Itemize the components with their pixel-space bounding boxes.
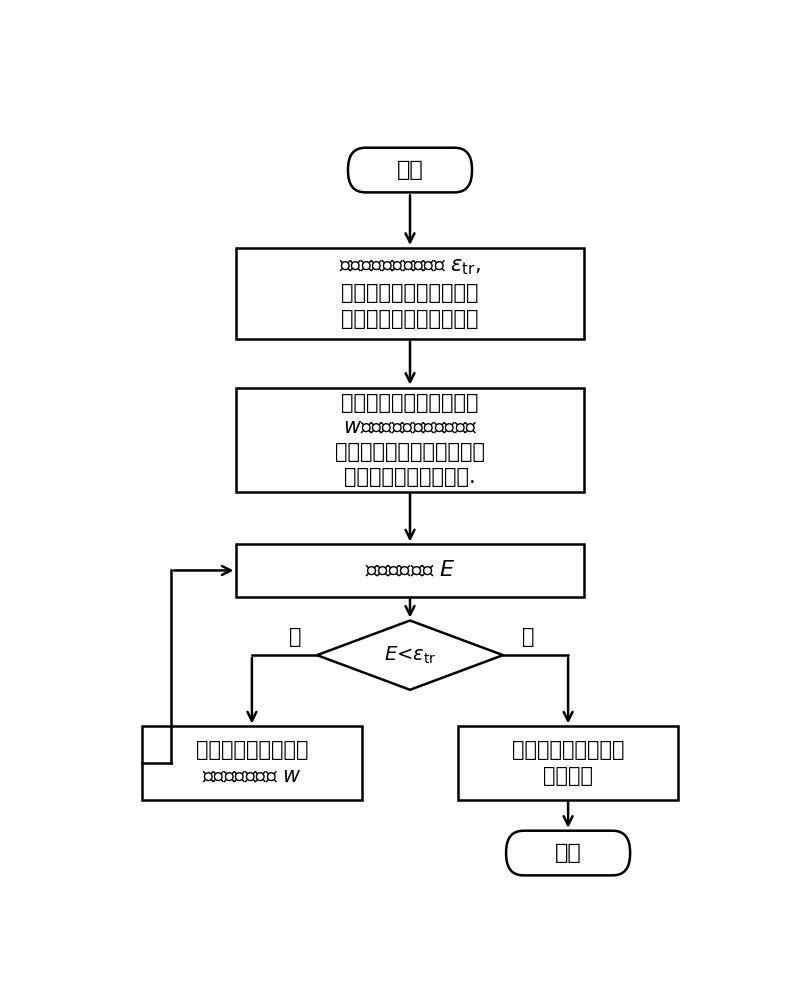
Text: 计算训练误差 $E$: 计算训练误差 $E$ xyxy=(365,560,455,580)
FancyBboxPatch shape xyxy=(506,831,630,875)
Text: 选择粗模型结构并基于测: 选择粗模型结构并基于测 xyxy=(342,283,478,303)
Text: 射神经网络权重 $w$: 射神经网络权重 $w$ xyxy=(202,766,302,786)
Text: 采用测试数据验证模: 采用测试数据验证模 xyxy=(512,740,624,760)
Text: 开始: 开始 xyxy=(397,160,423,180)
Text: 结束: 结束 xyxy=(554,843,582,863)
FancyBboxPatch shape xyxy=(348,148,472,192)
Text: 设置训练停止最大误差 $\varepsilon_{\rm tr}$,: 设置训练停止最大误差 $\varepsilon_{\rm tr}$, xyxy=(339,257,481,277)
Text: 型准确性: 型准确性 xyxy=(543,766,593,786)
Bar xyxy=(142,726,362,800)
Text: 采用训练算法更新映: 采用训练算法更新映 xyxy=(196,740,308,760)
Bar xyxy=(237,544,584,597)
Text: 否: 否 xyxy=(289,627,302,647)
Text: 信号和大信号仿真模型.: 信号和大信号仿真模型. xyxy=(344,467,476,487)
Text: 初始化映射神经网络权重: 初始化映射神经网络权重 xyxy=(342,393,478,413)
Text: $w$，建立动态神经网络空间: $w$，建立动态神经网络空间 xyxy=(343,417,477,437)
Text: 映射电热初模型的直流、小: 映射电热初模型的直流、小 xyxy=(335,442,485,462)
Bar xyxy=(237,248,584,339)
Text: 是: 是 xyxy=(522,627,534,647)
Bar xyxy=(458,726,678,800)
Text: 量数据优化粗模型参数。: 量数据优化粗模型参数。 xyxy=(342,309,478,329)
Polygon shape xyxy=(317,620,503,690)
Bar xyxy=(237,388,584,492)
Text: $E$<$\varepsilon_{\rm tr}$: $E$<$\varepsilon_{\rm tr}$ xyxy=(384,645,436,666)
